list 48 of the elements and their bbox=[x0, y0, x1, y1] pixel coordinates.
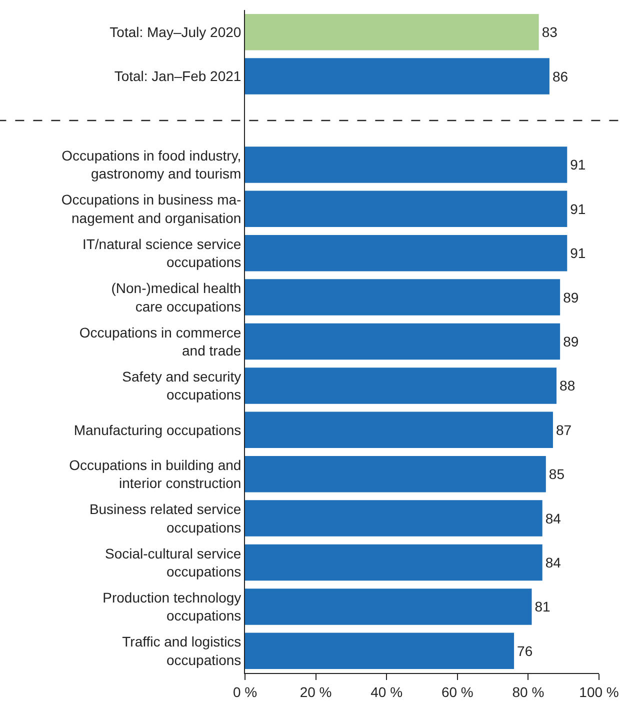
y-tick-label: Social-cultural service occupations bbox=[105, 545, 242, 580]
y-tick-label: Safety and security occupations bbox=[122, 368, 242, 403]
bar bbox=[245, 412, 553, 448]
data-label: 83 bbox=[542, 24, 558, 40]
bar bbox=[245, 456, 546, 492]
bar bbox=[245, 368, 557, 404]
data-label: 89 bbox=[563, 289, 579, 306]
data-label: 81 bbox=[534, 598, 551, 615]
data-label: 91 bbox=[570, 245, 586, 262]
y-tick-label: Production technology occupations bbox=[102, 590, 242, 624]
data-label: 91 bbox=[570, 156, 586, 173]
x-tick-label: 40 % bbox=[370, 684, 403, 700]
data-label: 86 bbox=[552, 68, 568, 84]
y-tick-label: IT/natural science service occupations bbox=[82, 236, 242, 270]
data-label: 91 bbox=[570, 200, 586, 217]
y-tick-label: Occupations in building and interior construction bbox=[69, 456, 242, 492]
bar bbox=[245, 500, 542, 536]
bar bbox=[245, 323, 560, 360]
x-tick-label: 100 % bbox=[579, 684, 619, 700]
bar bbox=[245, 279, 560, 316]
bar bbox=[245, 544, 542, 581]
x-tick-label: 20 % bbox=[300, 684, 332, 700]
data-label: 76 bbox=[517, 642, 533, 659]
bar bbox=[245, 58, 550, 94]
y-tick-label: Occupations in commerce and trade bbox=[79, 324, 242, 358]
data-label: 88 bbox=[560, 378, 576, 394]
x-tick-label: 0 % bbox=[232, 684, 258, 700]
y-tick-label: Manufacturing occupations bbox=[74, 422, 242, 438]
y-tick-label: Total: May–July 2020 bbox=[110, 24, 242, 40]
y-tick-label: Business related service occupations bbox=[89, 501, 242, 536]
y-tick-label: (Non-)medical health care occupations bbox=[111, 280, 242, 314]
bar bbox=[245, 234, 568, 272]
bar bbox=[245, 632, 514, 670]
bar bbox=[245, 190, 568, 228]
y-tick-label: Total: Jan–Feb 2021 bbox=[114, 68, 242, 84]
x-tick-label: 80 % bbox=[512, 684, 544, 700]
data-label: 87 bbox=[556, 422, 572, 438]
x-tick-label: 60 % bbox=[441, 684, 474, 700]
y-tick-label: Occupations in business ma- nagement and organisation bbox=[61, 192, 242, 226]
data-label: 84 bbox=[545, 554, 562, 570]
data-label: 89 bbox=[563, 334, 579, 350]
bar bbox=[245, 146, 568, 183]
data-label: 84 bbox=[545, 510, 562, 526]
bar bbox=[245, 14, 539, 50]
bar bbox=[245, 588, 532, 625]
data-label: 85 bbox=[548, 466, 565, 482]
y-tick-label: Occupations in food industry, gastronomy and tourism bbox=[62, 148, 242, 182]
y-tick-label: Traffic and logistics occupations bbox=[122, 634, 242, 668]
